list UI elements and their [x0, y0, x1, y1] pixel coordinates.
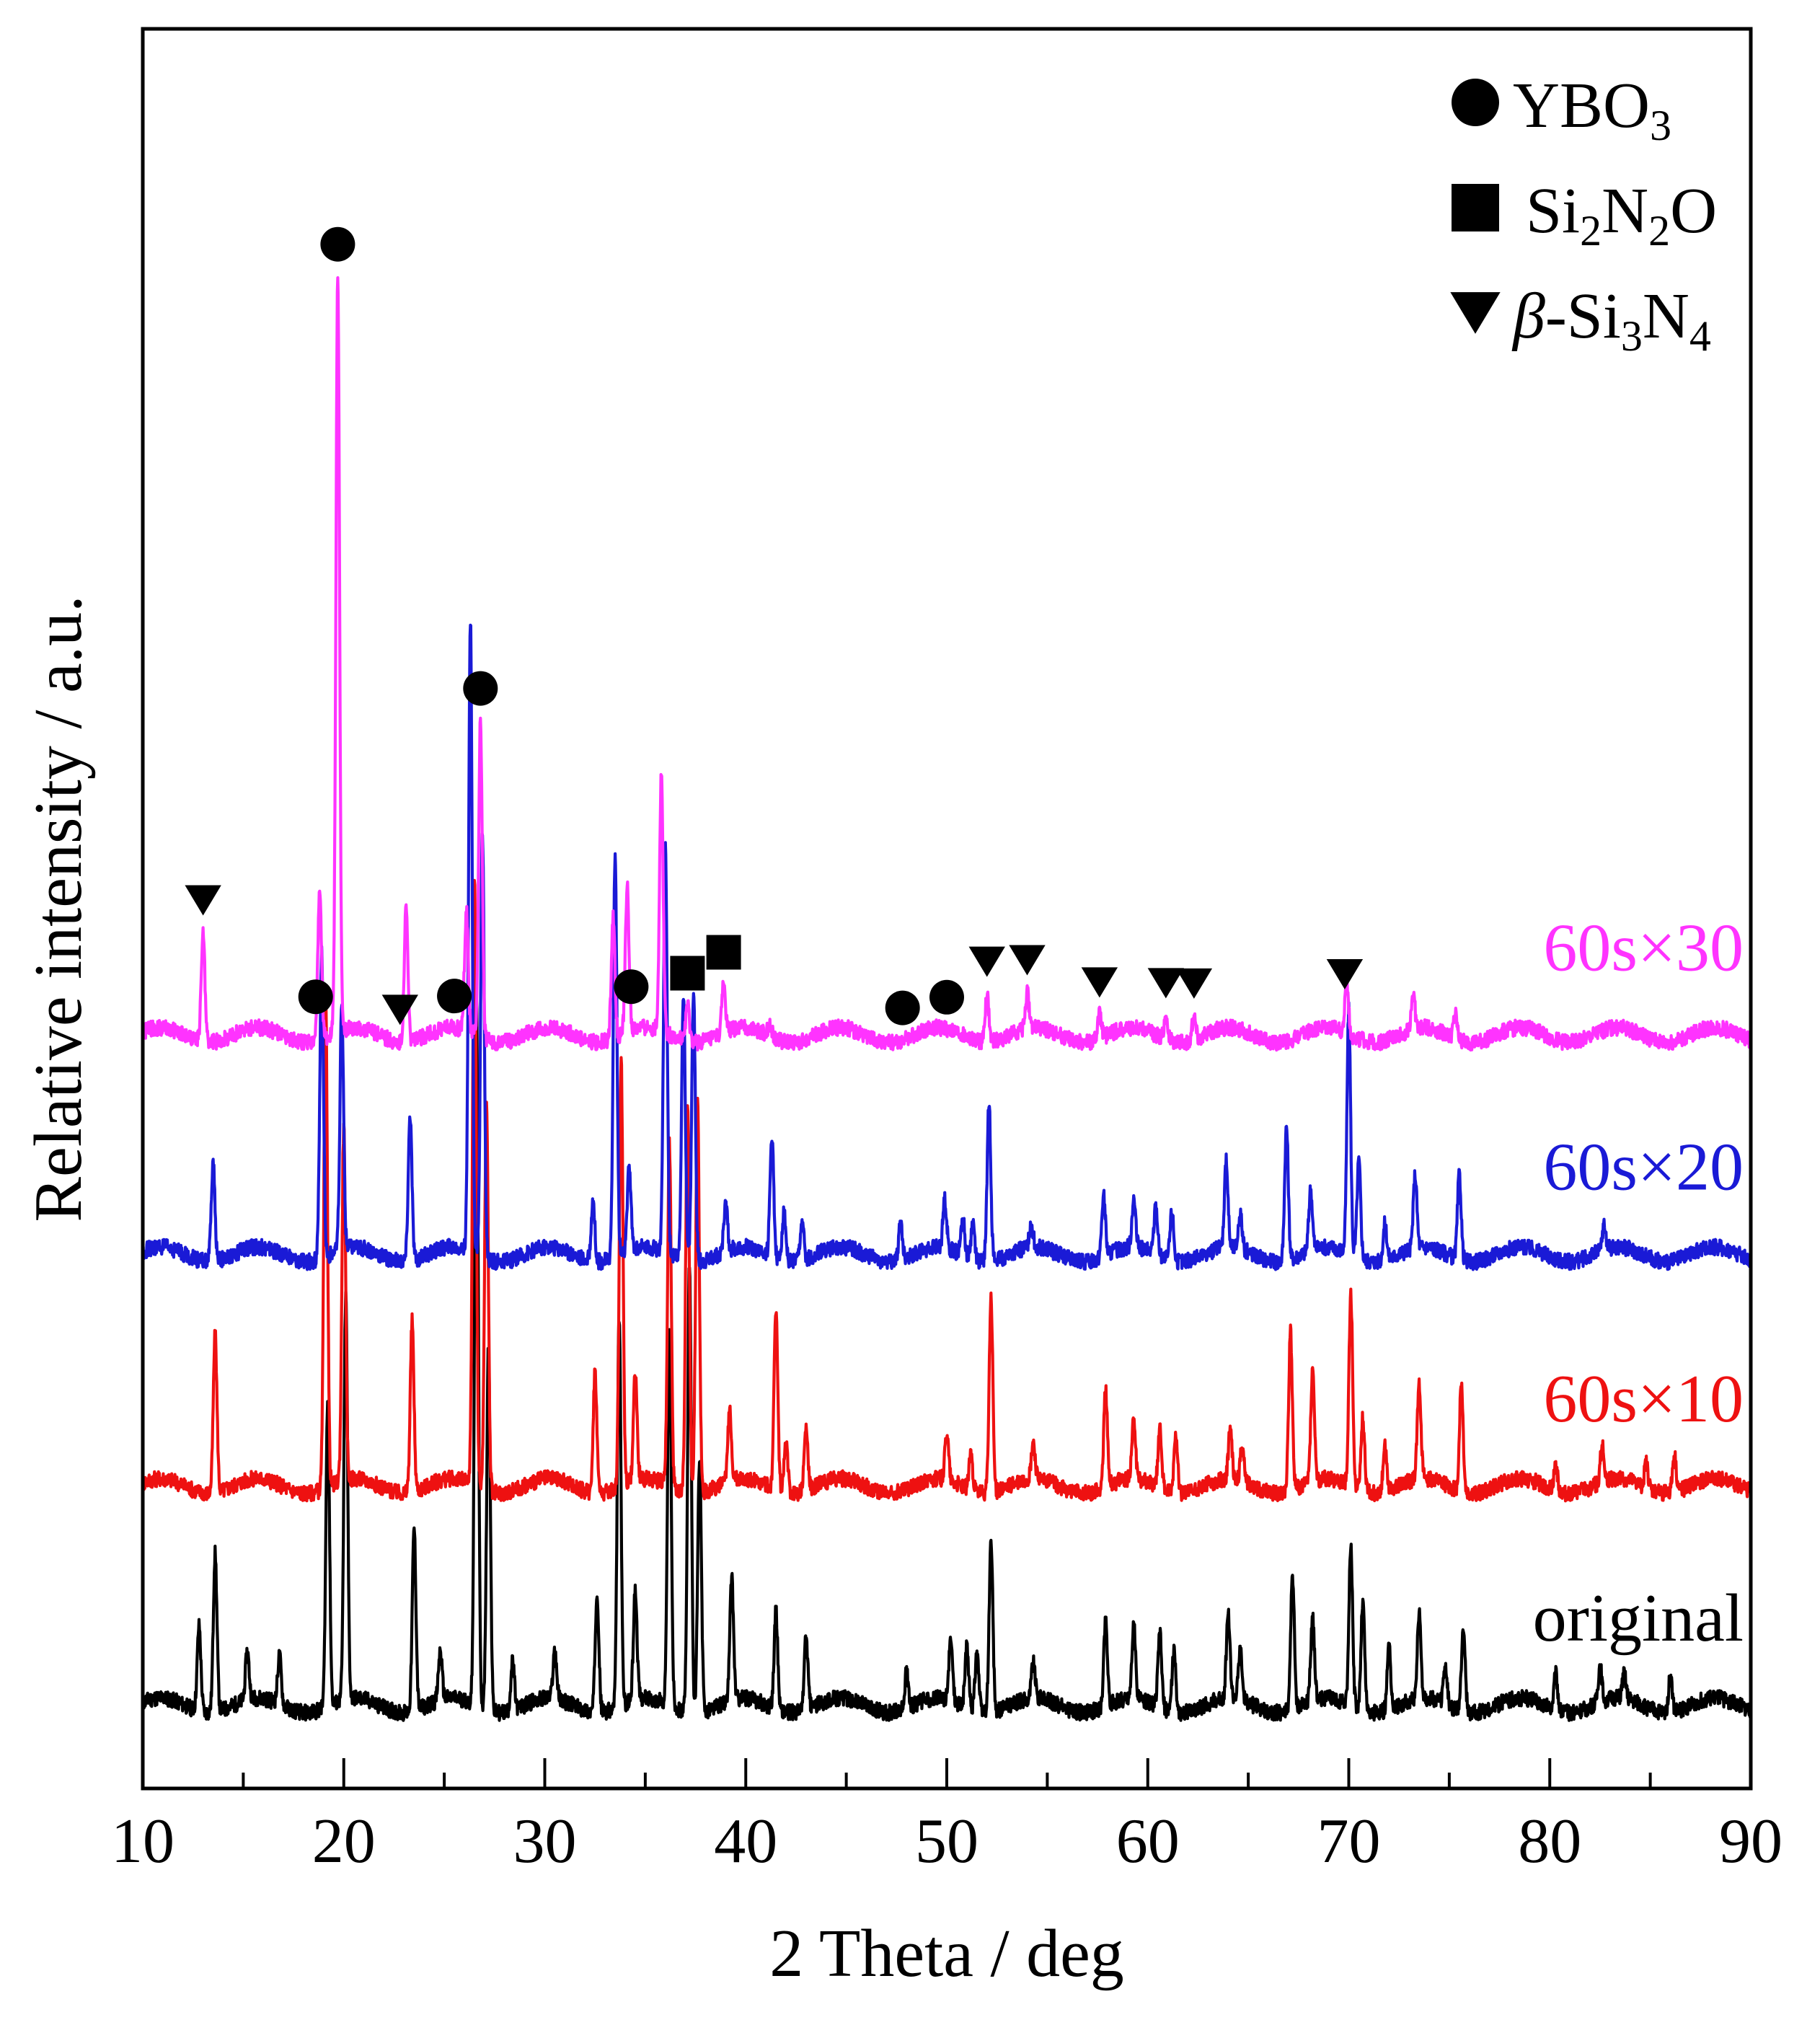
- legend-label-part: 2: [1648, 207, 1670, 255]
- legend-label-part: Si: [1526, 175, 1580, 247]
- series-label-3: 60s×30: [1543, 911, 1744, 986]
- legend-label-1: Si2N2O: [1526, 175, 1717, 255]
- phase-marker-circle-10: [929, 979, 964, 1015]
- x-tick-label-40: 40: [714, 1806, 777, 1876]
- x-tick-label-30: 30: [513, 1806, 577, 1876]
- legend-label-part: -Si: [1545, 281, 1621, 352]
- legend-item-square: Si2N2O: [1452, 175, 1717, 255]
- phase-marker-square-8: [706, 935, 741, 970]
- phase-marker-triangle-down-0: [185, 885, 221, 916]
- legend-label-part: O: [1670, 175, 1717, 247]
- phase-marker-circle-9: [885, 990, 920, 1025]
- series-label-2: 60s×20: [1543, 1130, 1744, 1205]
- phase-marker-circle-4: [437, 979, 472, 1014]
- x-tick-label-50: 50: [915, 1806, 979, 1876]
- x-tick-label-10: 10: [111, 1806, 175, 1876]
- series-line-3: [141, 276, 1753, 1052]
- legend-label-2: β-Si3N4: [1511, 281, 1711, 360]
- phase-marker-circle-6: [614, 969, 649, 1005]
- series-line-0: [141, 992, 1753, 1722]
- legend-label-part: 2: [1580, 207, 1602, 255]
- marker-layer: [185, 226, 1364, 1025]
- x-tick-label-20: 20: [312, 1806, 376, 1876]
- series-line-2: [141, 623, 1753, 1271]
- legend-label-part: N: [1602, 175, 1648, 247]
- x-axis-title: 2 Theta / deg: [769, 1916, 1124, 1991]
- phase-marker-triangle-down-14: [1147, 968, 1185, 999]
- phase-marker-triangle-down-11: [968, 946, 1005, 977]
- phase-marker-triangle-down-16: [1326, 959, 1364, 990]
- legend-label-part: β: [1511, 281, 1545, 352]
- legend-label-part: YBO: [1513, 70, 1650, 141]
- phase-marker-circle-5: [463, 671, 498, 706]
- phase-marker-circle-1: [298, 979, 333, 1015]
- phase-marker-triangle-down-3: [381, 994, 418, 1025]
- legend-label-part: 3: [1621, 312, 1643, 360]
- x-ticks: 10 20 30 40 50 60 70 80 90: [111, 1758, 1783, 1876]
- phase-marker-triangle-down-13: [1081, 967, 1118, 998]
- series-label-1: 60s×10: [1543, 1362, 1744, 1437]
- x-tick-label-70: 70: [1317, 1806, 1381, 1876]
- legend-item-triangle-down: β-Si3N4: [1450, 281, 1711, 360]
- x-tick-label-80: 80: [1518, 1806, 1581, 1876]
- phase-marker-triangle-down-12: [1009, 945, 1046, 976]
- series-label-0: original: [1533, 1581, 1744, 1656]
- legend-label-0: YBO3: [1513, 70, 1671, 149]
- phase-marker-triangle-down-15: [1175, 968, 1213, 999]
- legend-item-circle: YBO3: [1452, 70, 1671, 149]
- x-tick-label-60: 60: [1116, 1806, 1180, 1876]
- y-axis-title: Relative intensity / a.u.: [21, 595, 96, 1222]
- legend-label-part: 4: [1689, 312, 1711, 360]
- legend-label-part: N: [1643, 281, 1689, 352]
- phase-marker-square-7: [670, 956, 705, 991]
- series-line-1: [141, 878, 1753, 1503]
- legend-symbol-square: [1452, 184, 1499, 231]
- legend-symbol-circle: [1452, 79, 1499, 126]
- legend-symbol-triangle-down: [1450, 292, 1501, 334]
- series-layer: [141, 276, 1753, 1722]
- series-labels: original 60s×10 60s×20 60s×30: [1533, 911, 1744, 1656]
- x-tick-label-90: 90: [1719, 1806, 1783, 1876]
- legend-label-part: 3: [1650, 102, 1671, 149]
- phase-marker-circle-2: [320, 226, 355, 262]
